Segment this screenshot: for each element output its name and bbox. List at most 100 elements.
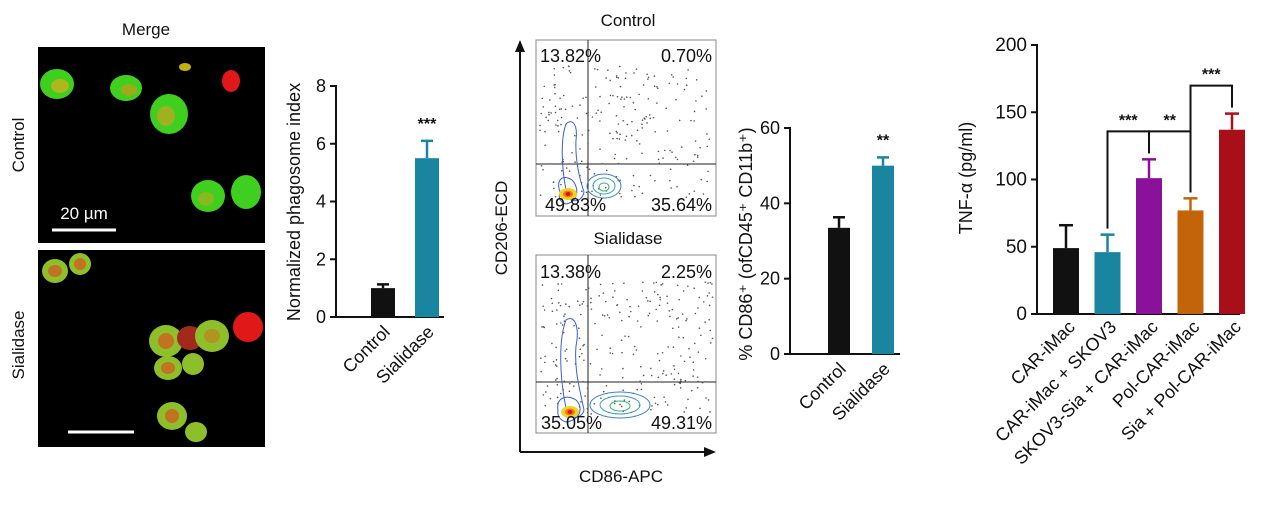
flow-event-dot	[609, 132, 611, 135]
flow-event-dot	[622, 367, 624, 370]
flow-event-dot	[671, 308, 674, 311]
quad-lr-sialidase: 49.31%	[651, 413, 712, 433]
flow-event-dot	[697, 307, 699, 309]
flow-event-dot	[649, 174, 652, 177]
flow-event-dot	[647, 76, 650, 79]
flow-event-dot	[576, 300, 579, 303]
flow-event-dot	[676, 158, 679, 161]
flow-event-dot	[556, 384, 559, 386]
flow-event-dot	[708, 318, 710, 321]
flow-event-dot	[633, 345, 636, 348]
quad-ul-control: 13.82%	[540, 46, 601, 66]
flow-event-dot	[641, 119, 644, 122]
flow-event-dot	[580, 160, 583, 163]
flow-event-dot	[660, 284, 662, 286]
flow-event-dot	[564, 313, 566, 315]
flow-event-dot	[693, 287, 696, 290]
flow-event-dot	[636, 129, 639, 132]
flow-event-dot	[555, 124, 557, 126]
quad-ur-control: 0.70%	[661, 46, 712, 66]
bar3-comparison-bracket-2	[1189, 84, 1233, 193]
tnf-bar-chart: TNF-α (pg/ml) 050100150200CAR-iMacCAR-iM…	[956, 35, 1245, 468]
flow-event-dot	[563, 315, 565, 317]
flow-event-dot	[605, 169, 608, 172]
flow-event-dot	[694, 312, 697, 315]
flow-event-dot	[707, 282, 709, 284]
cell-sia-10	[185, 422, 207, 442]
flow-event-dot	[687, 69, 689, 71]
flow-event-dot	[555, 323, 558, 325]
bar1-ytick-label: 0	[316, 307, 326, 327]
flow-event-dot	[646, 122, 648, 124]
flow-event-dot	[696, 156, 699, 158]
bar3-ylabel: TNF-α (pg/ml)	[956, 122, 976, 234]
flow-event-dot	[679, 378, 682, 381]
flow-event-dot	[625, 72, 627, 74]
cell-control-7	[179, 63, 191, 71]
flow-event-dot	[565, 167, 568, 169]
flow-event-dot	[704, 381, 707, 383]
flow-event-dot	[653, 85, 656, 88]
flow-event-dot	[615, 130, 618, 133]
flow-event-dot	[622, 389, 624, 392]
flow-event-dot	[624, 139, 627, 141]
flow-event-dot	[681, 313, 684, 315]
flow-event-dot	[564, 350, 566, 352]
flow-event-dot	[555, 379, 557, 381]
flow-hotspots-sialidase	[561, 406, 579, 418]
flow-event-dot	[599, 283, 602, 286]
flow-event-dot	[601, 162, 603, 165]
bar3-ytick-label: 200	[995, 35, 1027, 56]
flow-event-dot	[542, 394, 545, 396]
flow-event-dot	[669, 315, 671, 318]
flow-event-dot	[627, 381, 629, 383]
flow-event-dot	[588, 168, 591, 170]
flow-event-dot	[641, 152, 643, 155]
flow-event-dot	[631, 120, 633, 123]
flow-event-dot	[593, 173, 596, 175]
flow-event-dot	[542, 168, 544, 171]
flow-event-dot	[684, 379, 687, 382]
flow-event-dot	[546, 385, 549, 387]
flow-event-dot	[689, 356, 691, 358]
flow-event-dot	[666, 295, 668, 298]
flow-event-dot	[638, 185, 641, 188]
flow-event-dot	[587, 345, 589, 348]
flow-event-dot	[544, 130, 546, 133]
flow-event-dot	[665, 374, 668, 376]
flow-event-dot	[609, 94, 612, 97]
flow-event-dot	[585, 191, 588, 194]
flow-event-dot	[554, 111, 557, 114]
flow-event-dot	[553, 74, 556, 76]
flow-event-dot	[697, 380, 700, 383]
flow-event-dot	[563, 320, 566, 323]
flow-event-dot	[642, 374, 645, 377]
flow-event-dot	[555, 365, 558, 367]
flow-event-dot	[672, 327, 674, 330]
bar3-ytick-label: 150	[995, 102, 1027, 123]
flow-event-dot	[616, 137, 618, 140]
flow-event-dot	[670, 74, 673, 76]
bar2-ytick-label: 0	[770, 344, 780, 364]
bar3-comparison-label-1: **	[1164, 112, 1177, 129]
flow-event-dot	[580, 313, 582, 316]
flow-event-dot	[632, 174, 635, 177]
flow-event-dot	[634, 108, 636, 111]
flow-event-dot	[544, 361, 546, 364]
flow-event-dot	[629, 310, 632, 313]
flow-event-dot	[625, 96, 628, 98]
flow-event-dot	[541, 284, 544, 286]
flow-event-dot	[666, 130, 669, 132]
flow-event-dot	[618, 65, 621, 68]
flow-event-dot	[632, 353, 635, 356]
flow-event-dot	[560, 169, 563, 172]
flow-event-dot	[549, 163, 552, 165]
flow-event-dot	[662, 157, 664, 159]
bar2-ytick-label: 20	[760, 269, 780, 289]
flow-event-dot	[659, 296, 661, 299]
flow-event-dot	[654, 402, 657, 405]
flow-event-dot	[671, 151, 673, 153]
flow-event-dot	[649, 117, 652, 120]
flow-event-dot	[621, 376, 624, 379]
flow-event-dot	[560, 108, 563, 110]
